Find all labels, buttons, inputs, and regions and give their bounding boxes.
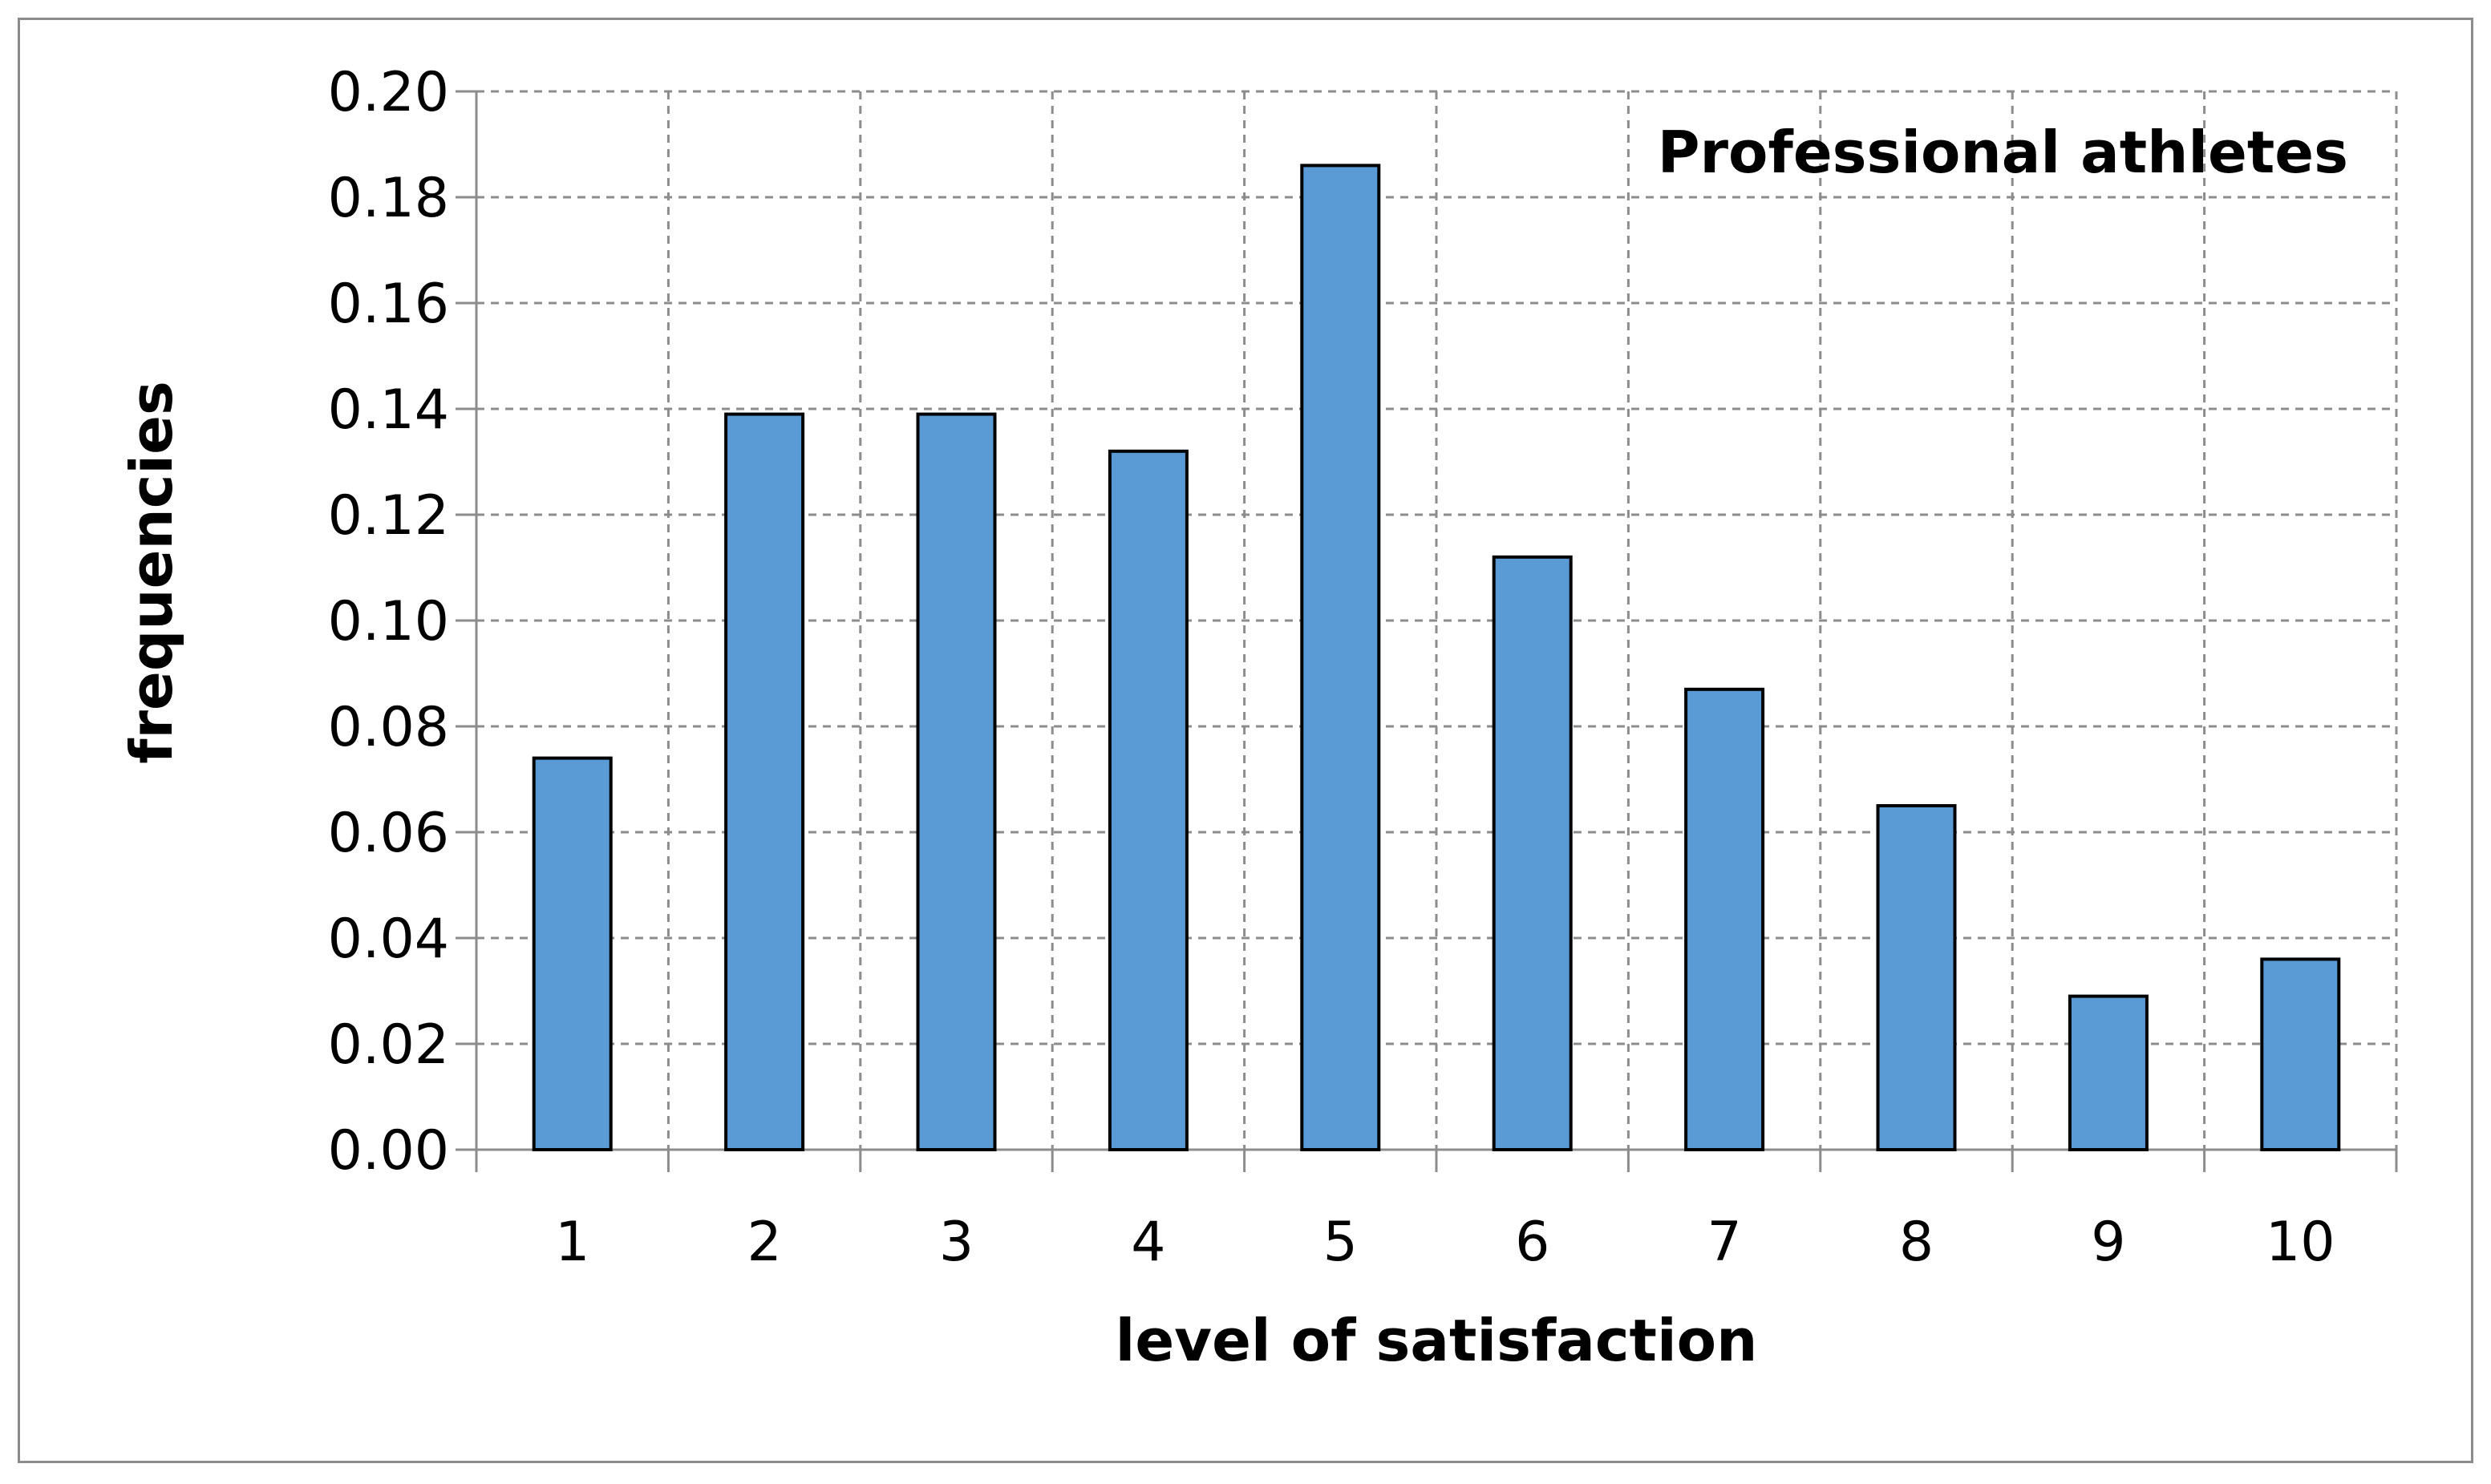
bar-5	[1300, 164, 1381, 1151]
bar-layer	[532, 164, 2341, 1152]
y-tick-label: 0.04	[328, 908, 449, 971]
bar-4	[1108, 449, 1189, 1151]
bar-6	[1492, 555, 1573, 1151]
y-tick-label: 0.20	[328, 61, 449, 124]
label-layer: Professional athletes level of satisfact…	[118, 61, 2348, 1374]
bar-2	[724, 412, 805, 1151]
y-axis-title: frequencies	[118, 381, 185, 764]
x-tick-label: 3	[939, 1211, 974, 1274]
x-tick-label: 10	[2266, 1211, 2335, 1274]
y-tick-label: 0.12	[328, 484, 449, 548]
bar-10	[2260, 957, 2341, 1152]
y-tick-label: 0.02	[328, 1013, 449, 1077]
x-tick-label: 8	[1899, 1211, 1934, 1274]
y-tick-label: 0.16	[328, 273, 449, 336]
x-tick-label: 9	[2091, 1211, 2125, 1274]
bar-8	[1876, 804, 1957, 1151]
bar-9	[2068, 994, 2149, 1151]
x-axis-title: level of satisfaction	[1116, 1307, 1758, 1374]
y-tick-label: 0.06	[328, 802, 449, 865]
y-tick-label: 0.00	[328, 1119, 449, 1183]
x-tick-label: 1	[555, 1211, 589, 1274]
y-tick-label: 0.14	[328, 378, 449, 442]
y-tick-label: 0.08	[328, 696, 449, 759]
x-tick-label: 7	[1707, 1211, 1741, 1274]
bar-7	[1684, 687, 1765, 1151]
panel-label: Professional athletes	[1658, 119, 2348, 186]
x-tick-label: 2	[747, 1211, 781, 1274]
y-tick-label: 0.18	[328, 167, 449, 230]
x-tick-label: 6	[1515, 1211, 1549, 1274]
x-tick-label: 4	[1131, 1211, 1165, 1274]
bar-1	[532, 756, 613, 1151]
x-tick-label: 5	[1323, 1211, 1358, 1274]
chart-frame	[18, 18, 2473, 1463]
bar-3	[916, 412, 997, 1151]
y-tick-label: 0.10	[328, 590, 449, 653]
